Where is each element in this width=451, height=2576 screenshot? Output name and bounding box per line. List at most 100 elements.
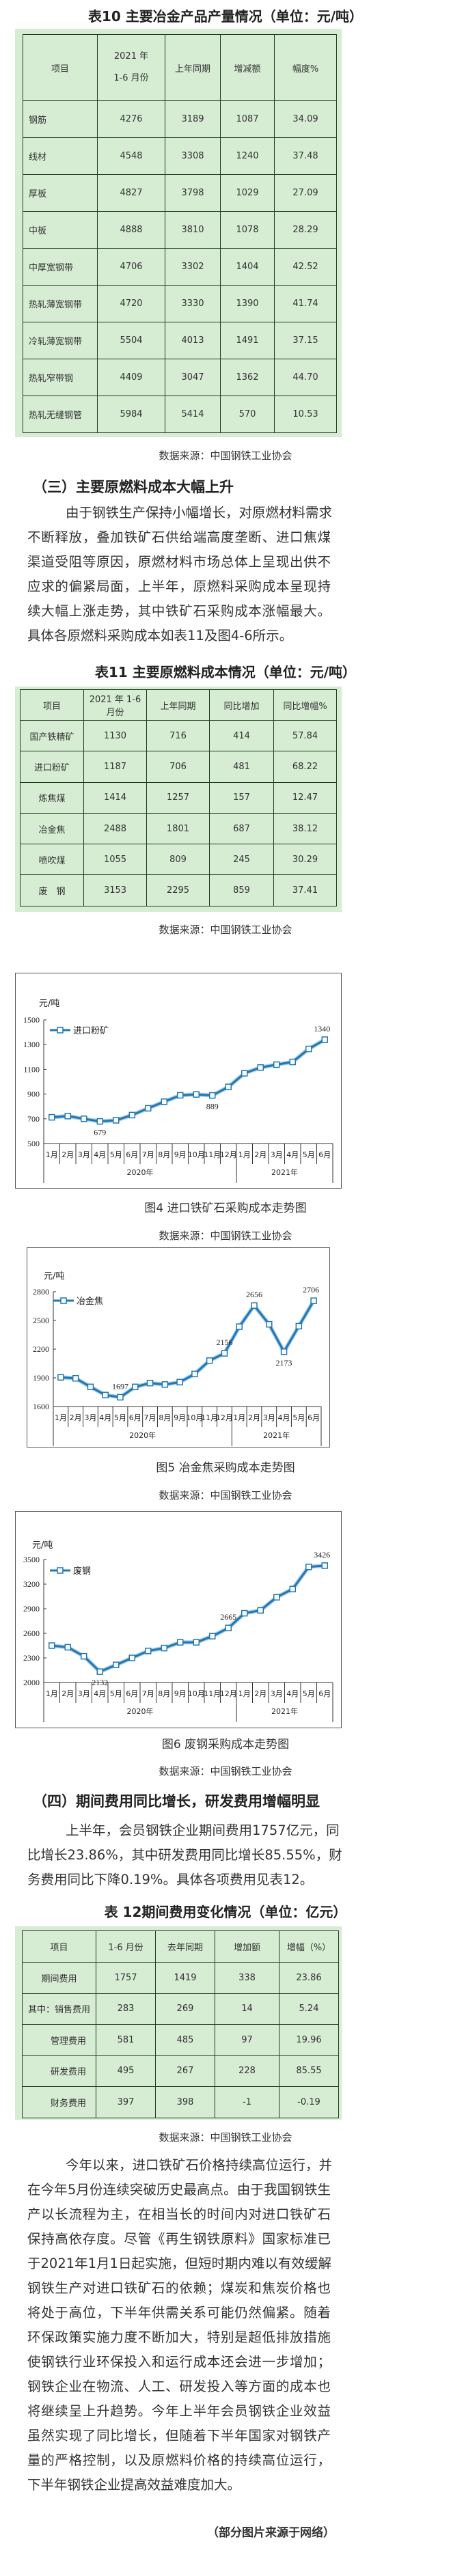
- table-row: 期间费用 1757 1419 338 23.86: [22, 1962, 339, 1994]
- series-line: [51, 1038, 326, 1123]
- x-tick-label: 2月: [70, 1413, 82, 1422]
- data-point: [305, 1045, 312, 1053]
- table10-box: 项目 2021 年 1-6 月份 上年同期 增减额 幅度% 钢筋 4276 3189 1087 3…: [15, 29, 342, 437]
- data-point: [241, 1070, 248, 1077]
- paragraph-line: 虽然实现了同比增长，但随着下半年国家对钢铁产: [27, 2428, 331, 2443]
- data-point: [295, 1322, 303, 1330]
- data-point: [273, 1061, 280, 1068]
- x-tick-label: 4月: [99, 1413, 111, 1422]
- data-point: [310, 1297, 317, 1304]
- y-tick-label: 900: [27, 1090, 40, 1099]
- cell-value: 570: [220, 396, 275, 433]
- data-point: [145, 1105, 152, 1112]
- paragraph-line: 上半年，会员钢铁企业期间费用1757亿元，同: [66, 1823, 340, 1838]
- table-header-row: 项目 2021 年 1-6 月份 上年同期 同比增加 同比增幅%: [20, 689, 337, 721]
- x-tick-label: 5月: [303, 1689, 315, 1698]
- data-point: [161, 1644, 167, 1652]
- cell-value: 716: [146, 719, 210, 752]
- row-label: 中厚宽钢带: [23, 248, 98, 286]
- cell-value: 4706: [97, 248, 165, 286]
- x-tick-label: 1月: [46, 1689, 58, 1698]
- cell-value: 4013: [165, 322, 221, 359]
- paragraph-line: 今年以来，进口铁矿石价格持续高位运行，并: [66, 2157, 333, 2173]
- row-label: 喷吹煤: [20, 844, 84, 876]
- cell-value: 27.09: [274, 174, 337, 212]
- x-tick-label: 12月: [220, 1150, 237, 1159]
- y-tick-label: 3500: [23, 1555, 40, 1564]
- x-group-label: 2020年: [129, 1430, 156, 1440]
- cell-value: -0.19: [279, 2086, 339, 2118]
- cell-value: 1491: [220, 322, 275, 359]
- paragraph-line: 产以长流程为主，在相当长的时间内对进口铁矿石: [27, 2206, 331, 2222]
- table-row: 研发费用 495 267 228 85.55: [22, 2055, 339, 2087]
- cell-value: 1414: [83, 781, 147, 814]
- x-tick-label: 6月: [318, 1689, 331, 1698]
- series-line-glow: [60, 1299, 316, 1400]
- paragraph-line: 环保政策实施力度不断加大，特别是超低排放措施: [27, 2329, 331, 2345]
- x-tick-label: 4月: [286, 1150, 299, 1159]
- cell-value: 3302: [165, 248, 221, 286]
- table-header-row: 项目 2021 年 1-6 月份 上年同期 增减额 幅度%: [23, 34, 337, 101]
- column-header: 同比增幅%: [273, 689, 337, 721]
- cell-value: -1: [215, 2086, 279, 2118]
- cell-value: 5414: [165, 396, 221, 433]
- cell-value: 397: [96, 2086, 156, 2118]
- data-point: [113, 1117, 120, 1124]
- data-point: [206, 1357, 213, 1364]
- data-point: [241, 1609, 248, 1617]
- x-tick-label: 6月: [308, 1413, 320, 1422]
- x-tick-label: 2月: [254, 1150, 266, 1159]
- cell-value: 28.29: [274, 211, 337, 249]
- x-tick-label: 3月: [263, 1413, 275, 1422]
- table-row: 中板 4888 3810 1078 28.29: [23, 211, 337, 249]
- table-row: 进口粉矿 1187 706 481 68.22: [20, 751, 337, 783]
- x-tick-label: 4月: [94, 1150, 106, 1159]
- data-point: [280, 1348, 288, 1355]
- data-point: [289, 1585, 296, 1592]
- row-label: 冶金焦: [20, 812, 84, 845]
- x-tick-label: 7月: [142, 1689, 154, 1698]
- cell-value: 267: [155, 2055, 215, 2087]
- y-tick-label: 2900: [23, 1604, 40, 1614]
- data-point: [251, 1302, 258, 1309]
- data-point: [209, 1633, 216, 1639]
- table11: 项目 2021 年 1-6 月份 上年同期 同比增加 同比增幅% 国产铁精矿 1130 716…: [20, 689, 337, 906]
- table11-source: 数据来源：中国钢铁工业协会: [159, 924, 292, 936]
- x-tick-label: 10月: [188, 1689, 205, 1698]
- table-row: 国产铁精矿 1130 716 414 57.84: [20, 719, 337, 752]
- table-row: 冶金焦 2488 1801 687 38.12: [20, 812, 337, 845]
- row-label: 厚板: [23, 174, 98, 212]
- cell-value: 1130: [83, 719, 147, 752]
- table10-title: 表10 主要冶金产品产量情况（单位：元/吨）: [87, 8, 364, 25]
- section4-heading: （四）期间费用同比增长，研发费用增幅明显: [33, 1793, 320, 1810]
- x-tick-label: 2月: [62, 1689, 74, 1698]
- table-row: 热轧窄带钢 4409 3047 1362 44.70: [23, 359, 337, 396]
- data-point: [266, 1320, 273, 1328]
- row-label: 钢筋: [23, 100, 98, 138]
- row-label: 炼焦煤: [20, 781, 84, 814]
- data-point: [161, 1381, 169, 1388]
- x-tick-label: 6月: [126, 1689, 138, 1698]
- paragraph-line: 将继续呈上升趋势。今年上半年会员钢铁企业效益: [27, 2403, 331, 2419]
- cell-value: 1055: [83, 844, 147, 876]
- cell-value: 4720: [97, 285, 165, 322]
- cell-value: 23.86: [279, 1962, 339, 1994]
- data-point: [257, 1064, 264, 1071]
- data-point: [177, 1639, 184, 1646]
- table-row: 管理费用 581 485 97 19.96: [22, 2024, 339, 2056]
- column-header: 去年同期: [155, 1930, 215, 1963]
- x-tick-label: 3月: [78, 1150, 90, 1159]
- x-tick-label: 1月: [55, 1413, 67, 1422]
- x-tick-label: 6月: [129, 1413, 141, 1422]
- data-point: [81, 1116, 87, 1122]
- chart4-caption: 图4 进口铁矿石采购成本走势图: [144, 1202, 307, 1215]
- data-point: [209, 1092, 216, 1099]
- cell-value: 1801: [146, 812, 210, 845]
- legend-marker-icon: [57, 1567, 64, 1574]
- row-label: 国产铁精矿: [20, 719, 84, 752]
- data-point: [221, 1350, 228, 1357]
- x-tick-label: 4月: [286, 1689, 299, 1698]
- data-point: [305, 1564, 312, 1570]
- column-header: 同比增加: [209, 689, 274, 721]
